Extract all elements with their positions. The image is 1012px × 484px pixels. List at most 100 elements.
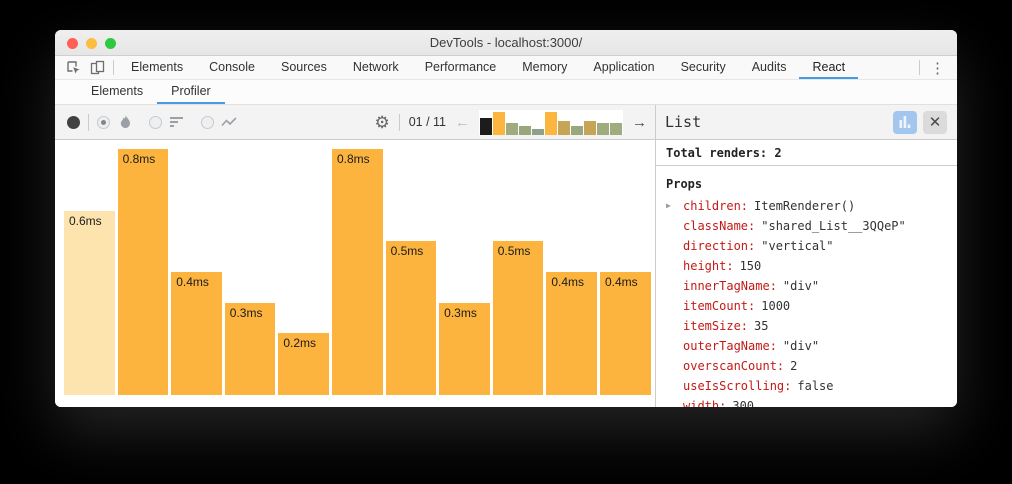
- prop-value: "div": [782, 339, 820, 353]
- view-chart-button[interactable]: [893, 110, 917, 134]
- flamegraph-radio[interactable]: [97, 115, 110, 129]
- prop-row-width: width: 300: [656, 396, 957, 407]
- selected-component-name: List: [665, 113, 702, 131]
- props-list: ▶ children: ItemRenderer() className: "share…: [656, 196, 957, 407]
- close-window-button[interactable]: [67, 38, 78, 49]
- tab-audits[interactable]: Audits: [751, 60, 787, 74]
- traffic-lights: [67, 38, 116, 49]
- commit-bar[interactable]: 0.8ms: [117, 149, 169, 395]
- thumbnail-bar[interactable]: [558, 120, 570, 135]
- prop-row-className: className: "shared_List__3QQeP": [656, 216, 957, 236]
- commit-bar[interactable]: 0.4ms: [171, 272, 222, 395]
- ranked-chart-icon: [169, 114, 185, 130]
- prop-row-overscanCount: overscanCount: 2: [656, 356, 957, 376]
- snapshot-navigation: ⚙ 01 / 11 ← →: [374, 109, 647, 135]
- props-header: Props: [666, 177, 703, 191]
- prop-key: innerTagName:: [683, 279, 777, 293]
- ranked-radio[interactable]: [149, 115, 162, 129]
- prop-row-outerTagName: outerTagName: "div": [656, 336, 957, 356]
- close-panel-button[interactable]: ✕: [923, 110, 947, 134]
- thumbnail-bar[interactable]: [545, 111, 557, 135]
- thumbnail-bar[interactable]: [506, 122, 518, 135]
- tab-network[interactable]: Network: [352, 60, 399, 74]
- settings-gear-icon[interactable]: ⚙: [374, 112, 390, 132]
- more-options-icon[interactable]: ⋮: [930, 59, 945, 77]
- devtools-tabs: Elements Console Sources Network Performance…: [118, 56, 859, 79]
- tab-performance[interactable]: Performance: [424, 60, 497, 74]
- tab-security[interactable]: Security: [680, 60, 726, 74]
- thumbnail-bar[interactable]: [493, 111, 505, 135]
- commit-bar[interactable]: 0.8ms: [331, 149, 383, 395]
- commit-bar[interactable]: 0.4ms: [546, 272, 597, 395]
- react-devtools-tabbar: Elements Profiler: [55, 80, 957, 105]
- prop-key: overscanCount:: [683, 359, 785, 373]
- prop-value: ItemRenderer(): [754, 199, 856, 213]
- bar-duration-label: 0.5ms: [390, 244, 424, 258]
- prop-row-useIsScrolling: useIsScrolling: false: [656, 376, 957, 396]
- settings-divider: [398, 113, 400, 131]
- bar-duration-label: 0.3ms: [229, 306, 263, 320]
- view-option-flamegraph[interactable]: [97, 114, 133, 130]
- titlebar: DevTools - localhost:3000/: [55, 30, 957, 56]
- commit-bar[interactable]: 0.5ms: [385, 241, 437, 395]
- tab-react[interactable]: React: [799, 56, 859, 79]
- tab-memory[interactable]: Memory: [522, 60, 568, 74]
- commit-bar[interactable]: 0.6ms: [64, 211, 115, 395]
- prop-row-innerTagName: innerTagName: "div": [656, 276, 957, 296]
- record-button[interactable]: [67, 115, 80, 129]
- previous-snapshot-icon[interactable]: ←: [455, 113, 470, 131]
- next-snapshot-icon[interactable]: →: [632, 113, 647, 131]
- commit-bar[interactable]: 0.4ms: [599, 272, 651, 395]
- bar-duration-label: 0.2ms: [283, 336, 317, 350]
- thumbnail-bar[interactable]: [480, 117, 492, 135]
- prop-key: className:: [683, 219, 756, 233]
- bar-duration-label: 0.4ms: [604, 275, 638, 289]
- react-tab-elements[interactable]: Elements: [91, 84, 144, 98]
- minimize-window-button[interactable]: [86, 38, 97, 49]
- bar-duration-label: 0.8ms: [122, 152, 156, 166]
- snapshot-thumbnail-chart[interactable]: [479, 109, 623, 135]
- bar-duration-label: 0.6ms: [69, 214, 102, 228]
- thumbnail-bar[interactable]: [571, 125, 583, 135]
- interactions-radio[interactable]: [201, 115, 214, 129]
- prop-value: false: [797, 379, 834, 393]
- commit-bar[interactable]: 0.3ms: [224, 303, 276, 395]
- tab-console[interactable]: Console: [209, 60, 255, 74]
- prop-value: 150: [739, 259, 762, 273]
- flame-icon: [117, 114, 133, 130]
- prop-value: 1000: [761, 299, 791, 313]
- bar-duration-label: 0.5ms: [497, 244, 531, 258]
- prop-row-height: height: 150: [656, 256, 957, 276]
- thumbnail-bar[interactable]: [597, 122, 609, 135]
- view-option-ranked[interactable]: [149, 114, 185, 130]
- prop-value: 35: [754, 319, 769, 333]
- menu-divider: [919, 60, 920, 75]
- view-option-interactions[interactable]: [201, 114, 237, 130]
- thumbnail-bar[interactable]: [532, 128, 544, 135]
- prop-value: "shared_List__3QQeP": [761, 219, 906, 233]
- prop-value: 2: [790, 359, 798, 373]
- device-toolbar-icon[interactable]: [89, 60, 105, 76]
- inspect-element-icon[interactable]: [65, 60, 81, 76]
- bar-duration-label: 0.4ms: [176, 275, 209, 289]
- tab-sources[interactable]: Sources: [280, 60, 327, 74]
- tab-elements[interactable]: Elements: [131, 60, 184, 74]
- devtools-window: DevTools - localhost:3000/ Elements Conso…: [55, 30, 957, 407]
- bar-duration-label: 0.3ms: [444, 306, 477, 320]
- zoom-window-button[interactable]: [105, 38, 116, 49]
- snapshot-position: 01 / 11: [408, 115, 446, 129]
- commit-bar[interactable]: 0.3ms: [439, 303, 490, 395]
- thumbnail-bar[interactable]: [610, 122, 622, 135]
- prop-key: direction:: [683, 239, 756, 253]
- window-title: DevTools - localhost:3000/: [429, 35, 583, 50]
- react-tab-profiler[interactable]: Profiler: [157, 80, 225, 104]
- commit-bar[interactable]: 0.5ms: [492, 241, 544, 395]
- expand-arrow-icon[interactable]: ▶: [666, 201, 671, 210]
- commit-bar[interactable]: 0.2ms: [278, 333, 329, 395]
- tab-application[interactable]: Application: [593, 60, 655, 74]
- prop-key: useIsScrolling:: [683, 379, 792, 393]
- prop-value: "div": [782, 279, 820, 293]
- thumbnail-bar[interactable]: [584, 120, 596, 135]
- thumbnail-bar[interactable]: [519, 125, 531, 135]
- prop-key: children:: [683, 199, 749, 213]
